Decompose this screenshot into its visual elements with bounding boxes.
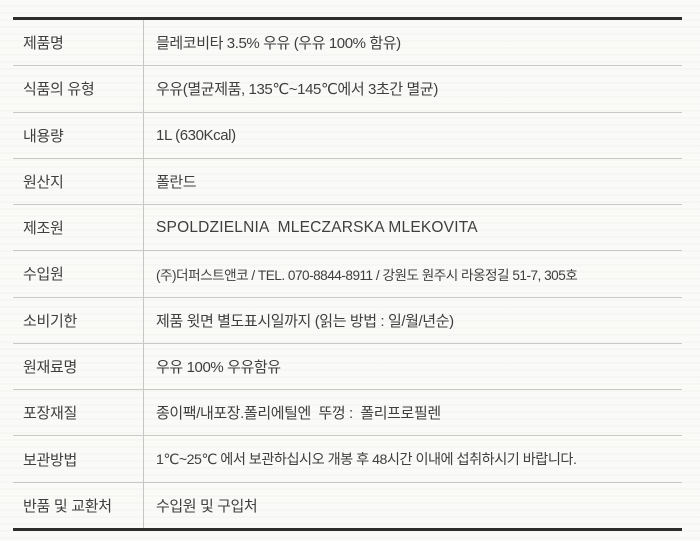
row-label: 수입원 — [23, 266, 64, 284]
table-row: 보관방법 1℃~25℃ 에서 보관하십시오 개봉 후 48시간 이내에 섭취하시… — [13, 436, 682, 483]
row-label: 제조원 — [23, 220, 64, 238]
table-row: 포장재질 종이팩/내포장.폴리에틸엔 뚜껑 : 폴리프로필렌 — [13, 390, 682, 437]
row-label: 반품 및 교환처 — [23, 497, 112, 515]
table-row: 원재료명 우유 100% 우유함유 — [13, 343, 682, 391]
product-info-table: 제품명 믈레코비타 3.5% 우유 (우유 100% 함유) 식품의 유형 우유… — [13, 17, 682, 531]
row-label: 제품명 — [23, 35, 64, 53]
table-row: 제조원 SPOLDZIELNIA MLECZARSKA MLEKOVITA — [13, 205, 682, 252]
row-value: 1℃~25℃ 에서 보관하십시오 개봉 후 48시간 이내에 섭취하시기 바랍니… — [143, 436, 682, 482]
table-row: 수입원 (주)더퍼스트앤코 / TEL. 070-8844-8911 / 강원도… — [13, 251, 682, 298]
row-value: 수입원 및 구입처 — [143, 482, 682, 528]
row-value: 종이팩/내포장.폴리에틸엔 뚜껑 : 폴리프로필렌 — [143, 390, 682, 436]
row-value: 우유 100% 우유함유 — [143, 343, 682, 390]
row-label: 원산지 — [23, 173, 64, 191]
row-value: 우유(멸균제품, 135℃~145℃에서 3초간 멸균) — [143, 66, 682, 112]
table-row: 식품의 유형 우유(멸균제품, 135℃~145℃에서 3초간 멸균) — [13, 66, 682, 113]
row-label: 보관방법 — [23, 451, 78, 469]
row-value: (주)더퍼스트앤코 / TEL. 070-8844-8911 / 강원도 원주시… — [143, 251, 682, 297]
row-label: 원재료명 — [23, 358, 78, 376]
table-row: 내용량 1L (630Kcal) — [13, 112, 682, 159]
table-row: 반품 및 교환처 수입원 및 구입처 — [13, 482, 682, 528]
row-label: 식품의 유형 — [23, 81, 95, 99]
row-value: 폴란드 — [143, 158, 682, 205]
table-row: 소비기한 제품 윗면 별도표시일까지 (읽는 방법 : 일/월/년순) — [13, 297, 682, 344]
row-label: 내용량 — [23, 127, 64, 145]
row-value: 제품 윗면 별도표시일까지 (읽는 방법 : 일/월/년순) — [143, 297, 682, 343]
table-row: 제품명 믈레코비타 3.5% 우유 (우유 100% 함유) — [13, 20, 682, 67]
row-value: SPOLDZIELNIA MLECZARSKA MLEKOVITA — [143, 205, 682, 251]
table-row: 원산지 폴란드 — [13, 158, 682, 206]
row-label: 포장재질 — [23, 405, 78, 423]
row-value: 믈레코비타 3.5% 우유 (우유 100% 함유) — [143, 20, 682, 66]
row-value: 1L (630Kcal) — [143, 112, 682, 158]
row-label: 소비기한 — [23, 312, 78, 330]
